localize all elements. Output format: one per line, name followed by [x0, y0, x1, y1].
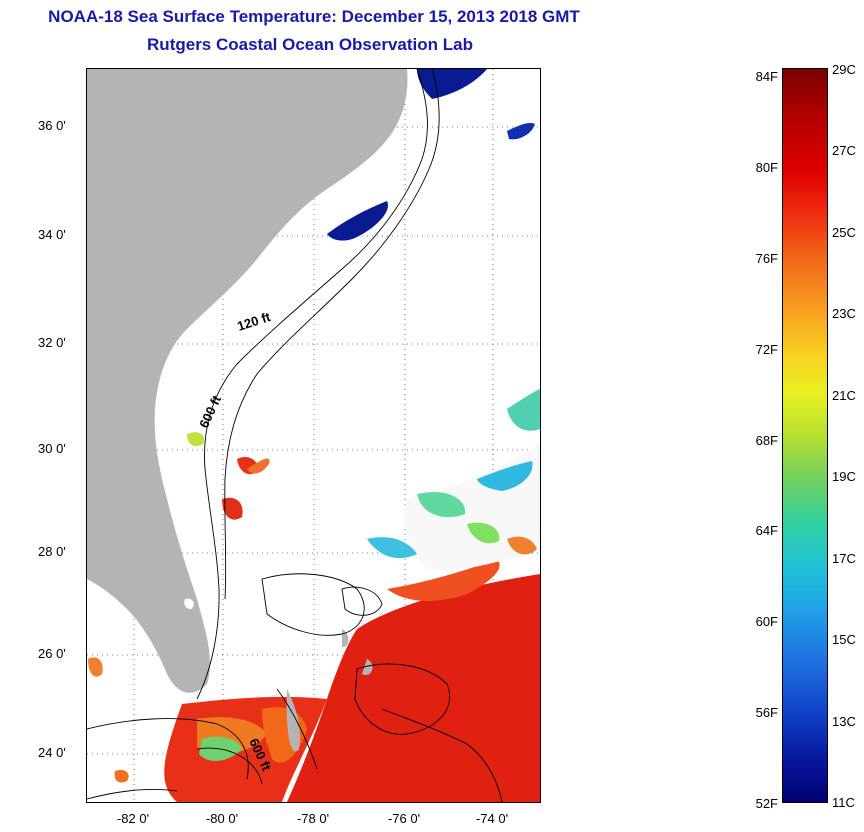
lon-label-82: -82 0'	[116, 811, 150, 826]
lat-label-32: 32 0'	[38, 335, 66, 350]
sst-map-canvas: 120 ft 600 ft 600 ft	[87, 69, 540, 802]
colorbar-f-label: 72F	[755, 342, 778, 357]
colorbar-c-label: 27C	[832, 143, 856, 158]
colorbar-c-label: 21C	[832, 388, 856, 403]
lat-label-24: 24 0'	[38, 745, 66, 760]
colorbar-c-label: 25C	[832, 225, 856, 240]
colorbar-f-label: 56F	[755, 705, 778, 720]
contour-label-120ft: 120 ft	[235, 309, 273, 334]
lon-label-78: -78 0'	[296, 811, 330, 826]
lon-label-74: -74 0'	[475, 811, 509, 826]
lat-label-28: 28 0'	[38, 544, 66, 559]
lat-label-26: 26 0'	[38, 646, 66, 661]
colorbar-f-label: 76F	[755, 251, 778, 266]
lat-label-30: 30 0'	[38, 441, 66, 456]
colorbar-f-label: 60F	[755, 614, 778, 629]
colorbar-c-label: 11C	[832, 795, 855, 810]
sst-map: 120 ft 600 ft 600 ft	[86, 68, 541, 803]
colorbar-f-label: 52F	[755, 796, 778, 811]
warm-water-region	[164, 559, 540, 802]
colorbar-c-label: 17C	[832, 551, 856, 566]
lon-label-80: -80 0'	[205, 811, 239, 826]
bathymetry-contours	[87, 69, 503, 802]
map-subtitle: Rutgers Coastal Ocean Observation Lab	[147, 35, 473, 54]
lon-label-76: -76 0'	[387, 811, 421, 826]
colorbar-f-label: 64F	[755, 523, 778, 538]
cool-water-patches	[88, 389, 540, 783]
colorbar-c-label: 13C	[832, 714, 856, 729]
lat-label-36: 36 0'	[38, 118, 66, 133]
colorbar-f-label: 84F	[755, 69, 778, 84]
temperature-colorbar	[782, 68, 828, 803]
lat-label-34: 34 0'	[38, 227, 66, 242]
colorbar-c-label: 19C	[832, 469, 856, 484]
colorbar-c-label: 15C	[832, 632, 856, 647]
colorbar-c-label: 23C	[832, 306, 856, 321]
colorbar-c-label: 29C	[832, 62, 856, 77]
map-title: NOAA-18 Sea Surface Temperature: Decembe…	[48, 7, 580, 26]
colorbar-f-label: 80F	[755, 160, 778, 175]
colorbar-f-label: 68F	[755, 433, 778, 448]
contour-label-600ft-north: 600 ft	[196, 393, 224, 431]
